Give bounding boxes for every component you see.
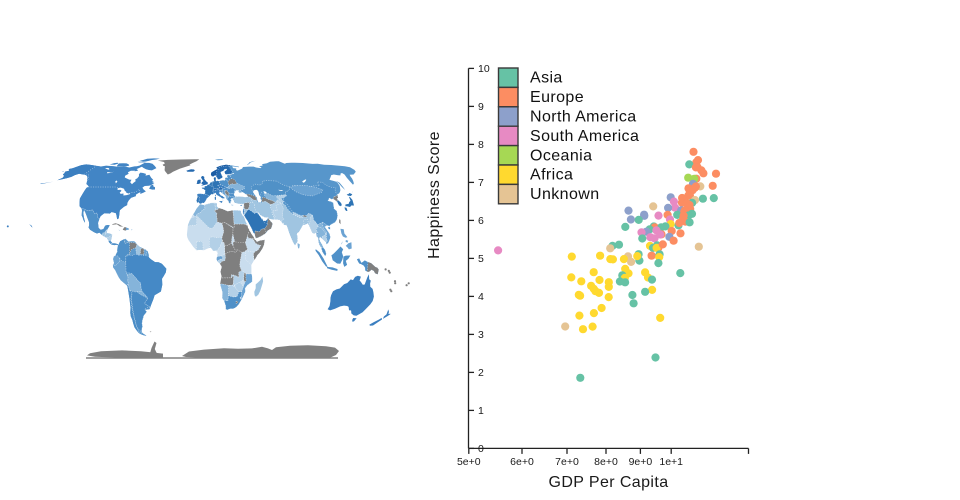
svg-text:6e+0: 6e+0 [510,456,534,468]
svg-text:2: 2 [478,367,484,379]
svg-text:8e+0: 8e+0 [594,456,618,468]
svg-text:South America: South America [530,128,639,145]
svg-text:10: 10 [478,63,490,75]
svg-text:5e+0: 5e+0 [457,456,481,468]
svg-text:Unknown: Unknown [530,186,600,203]
svg-text:3: 3 [478,329,484,341]
svg-text:7e+0: 7e+0 [555,456,579,468]
svg-text:8: 8 [478,139,484,151]
svg-text:6: 6 [478,215,484,227]
svg-text:Happiness Score: Happiness Score [426,131,443,259]
svg-text:7: 7 [478,177,484,189]
svg-text:North America: North America [530,109,637,126]
svg-text:GDP Per Capita: GDP Per Capita [548,474,668,491]
svg-text:Africa: Africa [530,167,573,184]
svg-text:9: 9 [478,101,484,113]
svg-text:Oceania: Oceania [530,147,592,164]
svg-text:1: 1 [478,405,484,417]
svg-text:1e+1: 1e+1 [659,456,683,468]
svg-text:4: 4 [478,291,484,303]
svg-text:Europe: Europe [530,89,584,106]
svg-text:5: 5 [478,253,484,265]
svg-text:0: 0 [478,443,484,455]
svg-text:9e+0: 9e+0 [629,456,653,468]
svg-text:Asia: Asia [530,70,563,87]
